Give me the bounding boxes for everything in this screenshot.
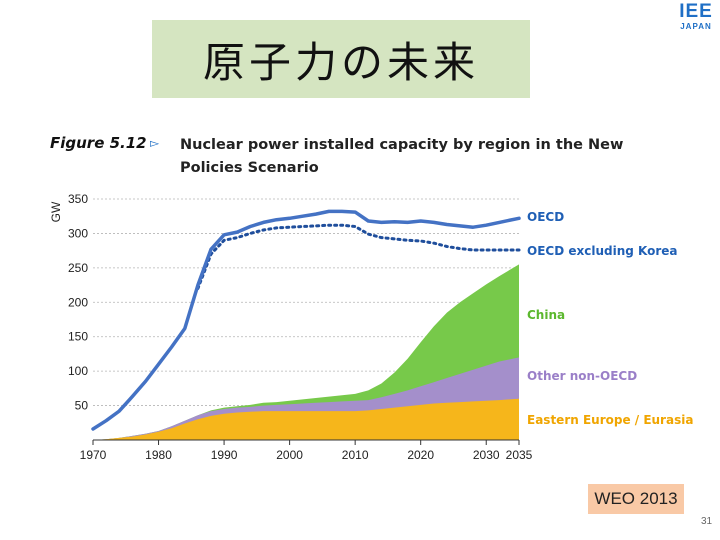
- label-oecd-excluding-korea: OECD excluding Korea: [527, 244, 678, 258]
- y-tick-label-150: 150: [68, 330, 88, 344]
- x-tick-label-1970: 1970: [80, 448, 107, 462]
- x-tick-label-2000: 2000: [276, 448, 303, 462]
- y-tick-label-200: 200: [68, 295, 88, 309]
- figure-label: Figure 5.12: [50, 134, 147, 152]
- page-number: 31: [701, 516, 713, 527]
- y-tick-label-50: 50: [75, 399, 89, 413]
- source-badge: WEO 2013: [588, 484, 684, 514]
- x-tick-label-1990: 1990: [211, 448, 238, 462]
- figure-caption: Nuclear power installed capacity by regi…: [180, 137, 624, 176]
- label-oecd: OECD: [527, 210, 565, 224]
- line-oecd: [91, 209, 521, 431]
- label-china: China: [527, 308, 566, 322]
- y-axis-label: GW: [49, 201, 63, 222]
- label-eastern-europe-eurasia: Eastern Europe / Eurasia: [527, 413, 694, 427]
- y-tick-label-100: 100: [68, 364, 88, 378]
- logo-top-text: IEE: [679, 1, 713, 22]
- iee-japan-logo: IEE JAPAN: [674, 1, 718, 32]
- x-tick-label-2035: 2035: [506, 448, 533, 462]
- y-tick-label-350: 350: [68, 192, 88, 206]
- triangle-right-icon: ▻: [150, 136, 160, 150]
- y-tick-label-300: 300: [68, 226, 88, 240]
- label-other-non-oecd: Other non-OECD: [527, 369, 638, 383]
- x-tick-label-2020: 2020: [407, 448, 434, 462]
- line-oecd-excluding-korea: [196, 223, 521, 290]
- x-tick-label-1980: 1980: [145, 448, 172, 462]
- logo-bottom-text: JAPAN: [680, 22, 712, 31]
- slide-title: 原子力の未来: [202, 37, 479, 87]
- title-banner: 原子力の未来: [152, 20, 530, 98]
- axes: 50 100 150 200 250 300 350 1970 1980 1990 2000 2010…: [68, 192, 533, 462]
- x-tick-label-2030: 2030: [473, 448, 500, 462]
- y-tick-label-250: 250: [68, 261, 88, 275]
- series-lines: [91, 209, 521, 431]
- x-tick-label-2010: 2010: [342, 448, 369, 462]
- area-eastern-europe-eurasia: [93, 398, 519, 440]
- source-text: WEO 2013: [594, 489, 678, 508]
- stacked-areas: [93, 264, 519, 440]
